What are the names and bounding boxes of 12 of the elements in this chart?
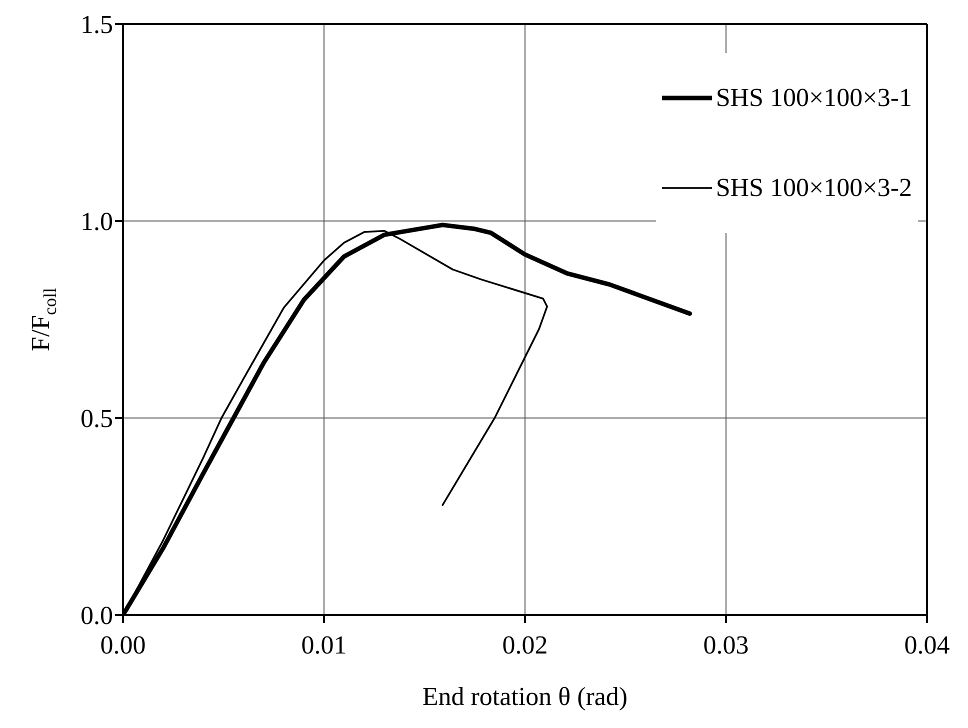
y-tick-label: 0.0	[80, 601, 113, 630]
x-tick-label: 0.01	[301, 630, 347, 660]
x-tick-label: 0.03	[703, 630, 749, 660]
x-tick-label: 0.00	[100, 630, 146, 660]
y-tick-label: 1.5	[80, 10, 113, 40]
x-tick-label: 0.04	[904, 630, 950, 660]
x-tick-label: 0.02	[502, 630, 548, 660]
y-tick-label: 0.5	[80, 404, 113, 434]
x-axis-title: End rotation θ (rad)	[422, 682, 628, 711]
y-tick-label: 1.0	[80, 207, 113, 236]
legend-label: SHS 100×100×3-1	[716, 83, 912, 113]
legend-label: SHS 100×100×3-2	[716, 173, 912, 203]
